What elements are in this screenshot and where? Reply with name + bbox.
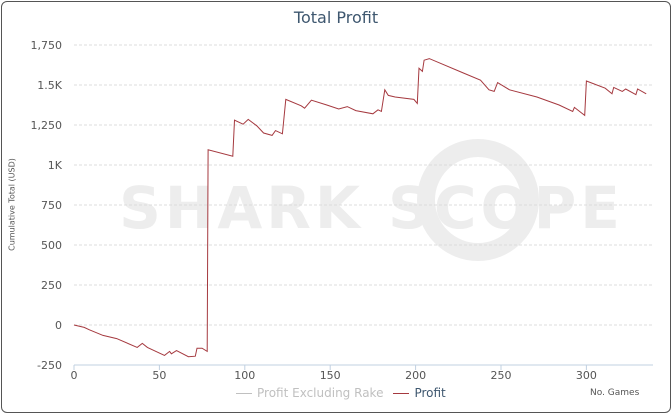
y-tick-label: 1,750 [31,39,63,52]
y-axis-title: Cumulative Total (USD) [7,158,17,251]
x-tick-label: 150 [320,369,341,382]
x-axis-title: No. Games [590,388,640,398]
x-tick-label: 50 [152,369,166,382]
y-tick-label: 0 [55,319,62,332]
x-tick-label: 250 [490,369,511,382]
legend-item-profit-excluding-rake[interactable]: Profit Excluding Rake [236,386,383,400]
legend-label: Profit Excluding Rake [257,386,384,400]
x-tick-label: 100 [234,369,255,382]
legend: Profit Excluding Rake Profit [236,386,446,400]
y-tick-label: 500 [41,239,62,252]
y-tick-label: 1K [48,159,63,172]
legend-swatch [393,392,410,394]
y-tick-label: 1.5K [37,79,62,92]
legend-swatch [236,392,252,394]
x-tick-label: 300 [576,369,597,382]
chart-title: Total Profit [293,8,379,27]
x-tick-label: 0 [71,369,78,382]
y-tick-label: -250 [37,359,62,372]
legend-label: Profit [414,386,446,400]
legend-item-profit[interactable]: Profit [393,386,446,400]
watermark-logo: SHARK SCOPE [119,174,624,242]
watermark-scope-icon [417,139,539,261]
y-tick-label: 1,250 [31,119,63,132]
y-tick-label: 250 [41,279,62,292]
x-tick-label: 200 [405,369,426,382]
y-tick-label: 750 [41,199,62,212]
